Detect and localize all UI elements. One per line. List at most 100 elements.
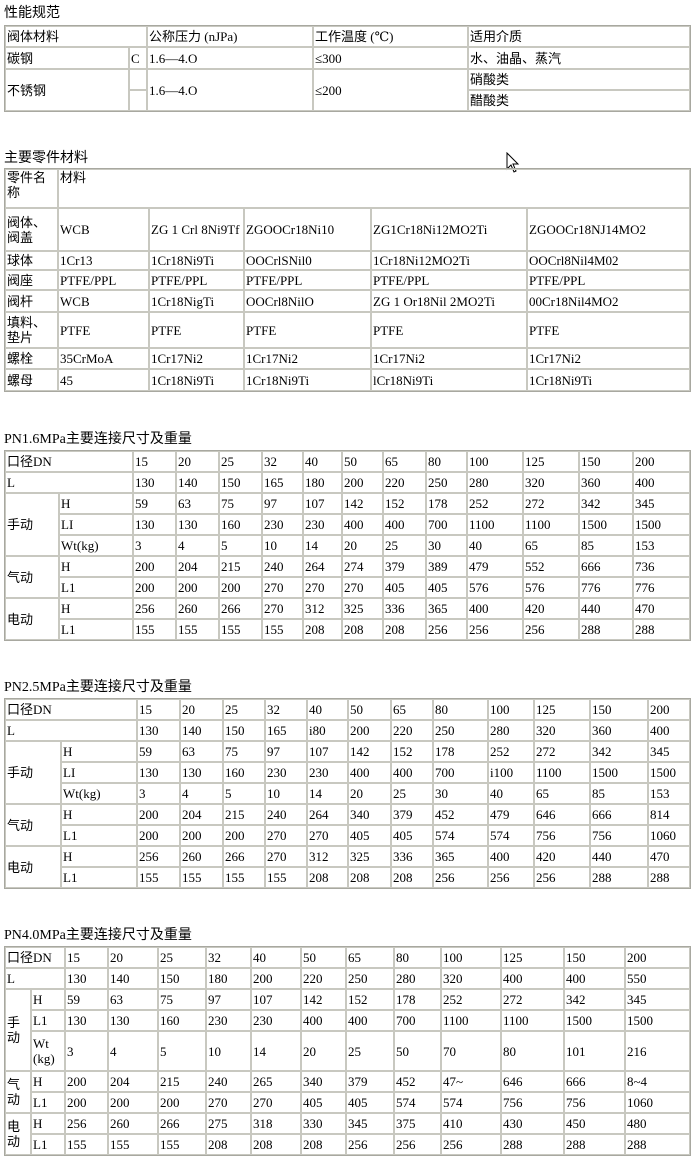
table-row: 阀杆 WCB 1Cr18NigTi OOCrl8NilO ZG 1 Or18Nil 2M… xyxy=(5,290,690,312)
l-value-cell: 140 xyxy=(180,720,223,741)
table-row: 气动 H 200 204 215 240 264 340 379 452 479 646 666 814 xyxy=(5,804,690,846)
material-cell: 不锈钢 xyxy=(5,69,129,111)
value-cell: 130 xyxy=(65,1010,108,1031)
dn-value-cell: 100 xyxy=(467,451,523,472)
dn-value-cell: 65 xyxy=(383,451,426,472)
header-temperature: 工作温度 (℃) xyxy=(313,26,469,47)
value-cell: 736 xyxy=(633,556,690,577)
row-label-cell: H xyxy=(61,741,137,762)
parts-table: 零件名称 材料 阀体、阀盖 WCB ZG 1 Crl 8Ni9Tf ZGOOCr18N… xyxy=(4,168,691,392)
dn-value-cell: 40 xyxy=(303,451,342,472)
material-cell: OOCrl8NilO xyxy=(244,290,371,312)
value-cell: 379 xyxy=(383,556,426,577)
value-cell: 200 xyxy=(133,577,176,598)
value-cell: 400 xyxy=(488,846,534,867)
value-cell: 107 xyxy=(303,493,342,514)
table-row: L1 200 200 200 270 270 405 405 574 574 756 756 1060 xyxy=(5,825,690,846)
value-cell: 155 xyxy=(137,867,180,888)
value-cell: 272 xyxy=(534,741,590,762)
dn-value-cell: 65 xyxy=(346,947,394,968)
value-cell: 666 xyxy=(590,804,648,825)
material-cell: 1Cr18Ni9Ti xyxy=(527,369,690,391)
media-cell: 水、油晶、蒸汽 xyxy=(468,47,690,69)
value-cell: 430 xyxy=(501,1113,564,1134)
value-cell: 152 xyxy=(383,493,426,514)
dn-value-cell: 200 xyxy=(633,451,690,472)
value-cell: 47~ xyxy=(441,1071,501,1092)
value-cell: 405 xyxy=(426,577,467,598)
l-value-cell: 150 xyxy=(219,472,262,493)
dn-value-cell: 100 xyxy=(488,699,534,720)
value-cell: 270 xyxy=(262,577,303,598)
value-cell: 576 xyxy=(467,577,523,598)
value-cell: 80 xyxy=(501,1031,564,1071)
value-cell: 325 xyxy=(342,598,383,619)
table-row: L1 200 200 200 270 270 405 405 574 574 756 756 1060 xyxy=(5,1092,690,1113)
row-label-cell: Wt(kg) xyxy=(61,783,137,804)
value-cell: 208 xyxy=(303,619,342,640)
value-cell: 85 xyxy=(579,535,633,556)
l-value-cell: 400 xyxy=(633,472,690,493)
value-cell: 25 xyxy=(391,783,433,804)
dn-value-cell: 15 xyxy=(137,699,180,720)
value-cell: 130 xyxy=(137,762,180,783)
value-cell: 400 xyxy=(467,598,523,619)
row-label-cell: Wt(kg) xyxy=(59,535,133,556)
value-cell: 142 xyxy=(348,741,391,762)
value-cell: 345 xyxy=(625,989,690,1010)
l-value-cell: 130 xyxy=(65,968,108,989)
value-cell: 142 xyxy=(342,493,383,514)
value-cell: 155 xyxy=(133,619,176,640)
value-cell: 700 xyxy=(394,1010,441,1031)
value-cell: 342 xyxy=(590,741,648,762)
dn-value-cell: 80 xyxy=(394,947,441,968)
value-cell: 160 xyxy=(223,762,265,783)
table-row: 电动 H 256 260 266 270 312 325 336 365 400 420 440 470 xyxy=(5,598,690,640)
value-cell: 288 xyxy=(625,1134,690,1155)
material-cell: 1Cr18Ni9Ti xyxy=(149,369,244,391)
l-value-cell: 220 xyxy=(391,720,433,741)
header-pressure: 公称压力 (nJPa) xyxy=(147,26,314,47)
value-cell: 155 xyxy=(180,867,223,888)
row-label-cell: H xyxy=(31,1071,65,1092)
dim-title-1: PN1.6MPa主要连接尺寸及重量 xyxy=(4,432,192,447)
performance-title: 性能规范 xyxy=(4,6,60,21)
value-cell: 270 xyxy=(265,825,307,846)
value-cell: 14 xyxy=(251,1031,301,1071)
table-row: L 130 140 150 165 180 200 220 250 280 320 360 400 xyxy=(5,472,690,493)
parts-title: 主要零件材料 xyxy=(4,151,88,166)
row-label-cell: H xyxy=(31,989,65,1010)
value-cell: 375 xyxy=(394,1113,441,1134)
value-cell: 646 xyxy=(501,1071,564,1092)
l-value-cell: 250 xyxy=(426,472,467,493)
table-row: LI 130 130 160 230 230 400 400 700 i100 1100 1500 15… xyxy=(5,762,690,783)
value-cell: 1100 xyxy=(523,514,579,535)
value-cell: 208 xyxy=(383,619,426,640)
value-cell: 1060 xyxy=(648,825,690,846)
material-cell: 1Cr18NigTi xyxy=(149,290,244,312)
value-cell: 208 xyxy=(251,1134,301,1155)
table-row: 口径DN 15 20 25 32 40 50 65 80 100 125 150 200 xyxy=(5,947,690,968)
value-cell: 365 xyxy=(433,846,488,867)
material-cell: 1Cr18Ni9Ti xyxy=(244,369,371,391)
value-cell: 256 xyxy=(426,619,467,640)
value-cell: 130 xyxy=(176,514,219,535)
value-cell: 178 xyxy=(433,741,488,762)
table-row: LI 130 130 160 230 230 400 400 700 1100 1100 1500 15… xyxy=(5,514,690,535)
value-cell: 405 xyxy=(346,1092,394,1113)
dn-value-cell: 40 xyxy=(251,947,301,968)
dn-value-cell: 125 xyxy=(501,947,564,968)
value-cell: 240 xyxy=(265,804,307,825)
row-label-cell: L1 xyxy=(59,619,133,640)
value-cell: 59 xyxy=(133,493,176,514)
value-cell: 342 xyxy=(579,493,633,514)
value-cell: 63 xyxy=(108,989,158,1010)
dn-value-cell: 200 xyxy=(625,947,690,968)
row-label-cell: LI xyxy=(61,762,137,783)
media-cell: 硝酸类 xyxy=(468,69,690,90)
value-cell: 200 xyxy=(158,1092,206,1113)
value-cell: 107 xyxy=(251,989,301,1010)
value-cell: 178 xyxy=(394,989,441,1010)
value-cell: 266 xyxy=(219,598,262,619)
row-label-cell: L1 xyxy=(31,1092,65,1113)
